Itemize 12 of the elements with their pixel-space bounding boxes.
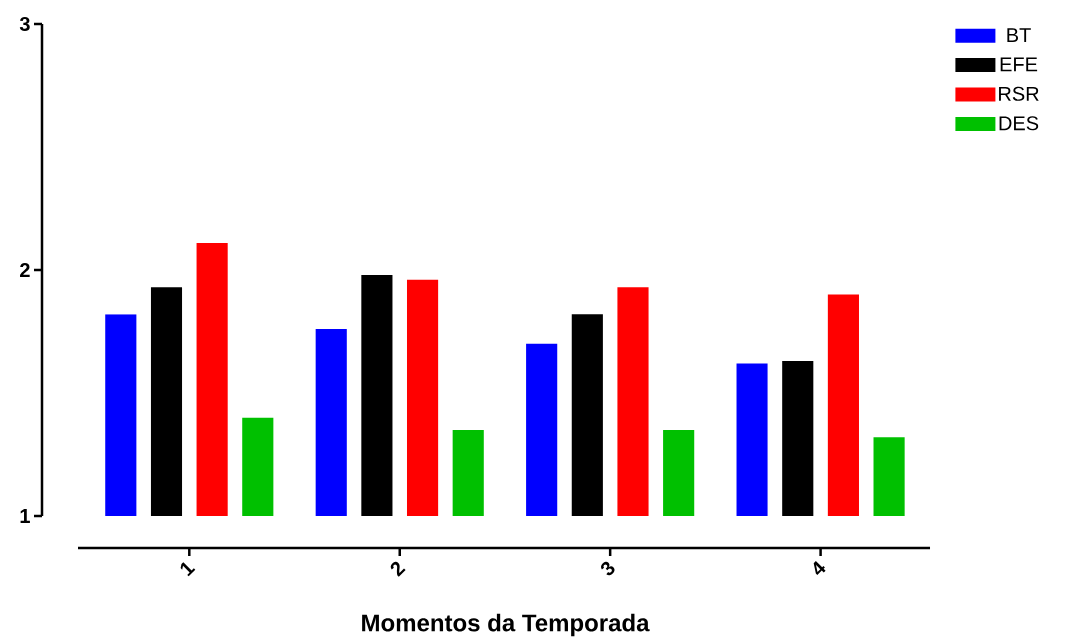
x-tick-label: 3 bbox=[601, 561, 615, 576]
x-tick-label: 2 bbox=[390, 561, 406, 577]
y-tick-label: 2 bbox=[20, 263, 30, 277]
legend-label: EFE bbox=[1000, 57, 1038, 72]
x-axis-title: Momentos da Temporada bbox=[362, 613, 650, 637]
x-tick-label: 1 bbox=[180, 562, 196, 577]
y-tick-label: 1 bbox=[20, 509, 30, 523]
x-tick-label: 4 bbox=[813, 561, 826, 576]
legend-label: BT bbox=[1007, 28, 1031, 42]
legend-label: DES bbox=[999, 116, 1039, 131]
y-tick-label: 3 bbox=[19, 16, 30, 32]
legend-label: RSR bbox=[999, 86, 1039, 101]
